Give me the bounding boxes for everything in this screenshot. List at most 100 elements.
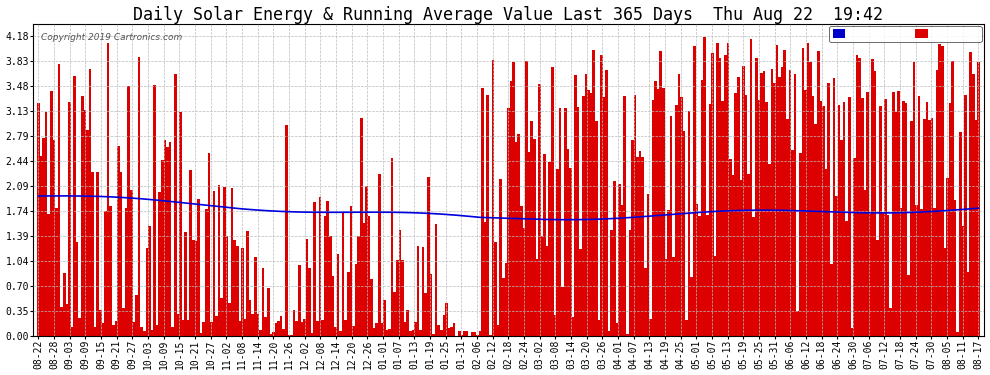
Bar [234, 240, 236, 336]
Bar [698, 216, 701, 336]
Bar [345, 320, 347, 336]
Bar [37, 103, 40, 336]
Bar [107, 44, 110, 336]
Bar [794, 74, 796, 336]
Bar [812, 96, 815, 336]
Legend: Average  ($), Daily  ($): Average ($), Daily ($) [830, 26, 981, 42]
Bar [484, 222, 486, 336]
Bar [447, 328, 450, 336]
Bar [52, 140, 55, 336]
Bar [763, 71, 765, 336]
Bar [639, 151, 642, 336]
Bar [221, 298, 223, 336]
Bar [934, 208, 936, 336]
Bar [349, 206, 352, 336]
Bar [830, 264, 833, 336]
Bar [677, 74, 680, 336]
Bar [752, 217, 755, 336]
Bar [747, 174, 749, 336]
Bar [334, 327, 337, 336]
Bar [571, 316, 574, 336]
Bar [373, 328, 375, 336]
Bar [667, 210, 670, 336]
Bar [130, 190, 133, 336]
Bar [531, 121, 533, 336]
Bar [40, 156, 43, 336]
Bar [900, 208, 902, 336]
Bar [499, 179, 502, 336]
Bar [362, 223, 365, 336]
Bar [161, 160, 163, 336]
Bar [566, 148, 569, 336]
Bar [83, 110, 86, 336]
Bar [644, 268, 646, 336]
Bar [486, 95, 489, 336]
Bar [709, 104, 711, 336]
Bar [789, 70, 791, 336]
Bar [536, 259, 539, 336]
Bar [915, 204, 918, 336]
Bar [324, 216, 327, 336]
Bar [613, 181, 616, 336]
Bar [340, 331, 342, 336]
Bar [765, 102, 768, 336]
Bar [148, 226, 150, 336]
Bar [440, 330, 443, 336]
Bar [189, 170, 192, 336]
Bar [871, 58, 874, 336]
Bar [592, 50, 595, 336]
Bar [293, 310, 295, 336]
Bar [401, 260, 404, 336]
Bar [360, 118, 362, 336]
Bar [492, 60, 494, 336]
Bar [60, 307, 63, 336]
Bar [874, 71, 876, 336]
Bar [842, 102, 845, 336]
Bar [918, 96, 921, 336]
Bar [290, 335, 293, 336]
Bar [688, 111, 690, 336]
Bar [110, 206, 112, 336]
Bar [256, 314, 259, 336]
Bar [223, 188, 226, 336]
Bar [141, 327, 143, 336]
Bar [115, 321, 117, 336]
Bar [226, 236, 229, 336]
Bar [757, 100, 760, 336]
Bar [197, 199, 200, 336]
Bar [783, 50, 786, 336]
Bar [749, 39, 752, 336]
Bar [288, 334, 290, 336]
Bar [179, 112, 182, 336]
Bar [683, 131, 685, 336]
Bar [50, 91, 52, 336]
Bar [347, 272, 349, 336]
Bar [711, 53, 714, 336]
Bar [248, 300, 251, 336]
Bar [81, 96, 83, 336]
Bar [744, 95, 747, 336]
Bar [236, 246, 239, 336]
Bar [776, 45, 778, 336]
Bar [414, 322, 417, 336]
Bar [611, 230, 613, 336]
Bar [833, 78, 836, 336]
Bar [768, 164, 770, 336]
Bar [507, 108, 510, 336]
Bar [778, 77, 781, 336]
Bar [670, 116, 672, 336]
Bar [375, 323, 378, 336]
Bar [889, 308, 892, 336]
Bar [512, 62, 515, 336]
Bar [704, 37, 706, 336]
Bar [117, 146, 120, 336]
Bar [910, 121, 913, 336]
Bar [510, 81, 512, 336]
Bar [298, 265, 301, 336]
Bar [295, 321, 298, 336]
Bar [649, 319, 651, 336]
Bar [943, 248, 946, 336]
Bar [556, 170, 558, 336]
Bar [515, 142, 518, 336]
Bar [967, 272, 969, 336]
